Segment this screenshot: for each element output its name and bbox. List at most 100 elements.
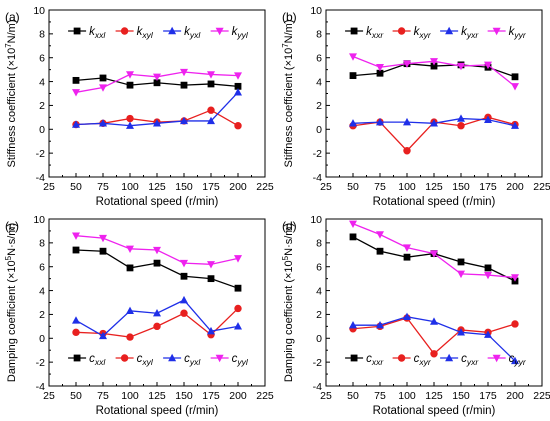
legend-label: kxyr (414, 26, 432, 40)
x-tick-label: 175 (479, 181, 497, 193)
data-point-kyyl (234, 72, 242, 80)
y-axis-label-exponent: 5 (281, 255, 290, 260)
data-point-kyxr (430, 119, 438, 127)
data-point-cxxl (126, 264, 134, 272)
data-point-kyyl (126, 71, 134, 79)
legend-swatch-marker (120, 354, 129, 362)
x-tick-label: 200 (506, 181, 524, 193)
data-point-kyyl (72, 89, 80, 97)
x-tick-label: 175 (202, 181, 220, 193)
data-point-kxxl (207, 80, 215, 88)
legend-label-base: k (366, 26, 373, 38)
series-cyxl (72, 295, 242, 340)
legend-item-cyxl: cyxl (163, 353, 201, 367)
series-cyxr (349, 312, 519, 365)
data-point-cxyl (153, 322, 161, 331)
data-point-cyyr (484, 271, 492, 280)
legend-label-base: c (89, 353, 95, 365)
legend-item-cyxr: cyxr (440, 353, 479, 367)
legend-label: kyxl (184, 26, 201, 40)
data-point-kyxl (153, 119, 161, 127)
y-tick-label: 6 (316, 53, 322, 65)
data-point-cyxr (484, 330, 492, 338)
legend-label-base: c (137, 353, 143, 365)
x-tick-label: 150 (452, 390, 470, 402)
data-point-cyyl (72, 232, 80, 240)
data-point-cxyr (511, 320, 519, 328)
y-tick-label: 6 (39, 53, 45, 65)
data-point-kyxl (72, 120, 80, 128)
x-tick-label: 75 (97, 181, 109, 193)
data-point-cyyl (126, 245, 134, 254)
x-tick-label: 50 (70, 181, 82, 193)
legend-item-kyyl: kyyl (210, 26, 249, 40)
legend-swatch-marker (350, 27, 358, 35)
data-point-kyxl (126, 121, 134, 129)
legend-label: kyxr (461, 26, 479, 40)
legend-label-sub: yxl (189, 30, 202, 40)
data-point-cyyl (153, 246, 161, 255)
data-point-cyxr (403, 312, 411, 321)
chart-panel-c: 25 50 75 100 125 150 175 200 225 -4 -2 0 2 4 6 8 10 (c) Ro… (4, 214, 274, 417)
data-point-kyxr (403, 117, 411, 126)
data-point-cyyr (511, 274, 519, 282)
series-cyyr (349, 220, 519, 282)
legend-item-cxxl: cxxl (68, 353, 106, 367)
legend-label: cxyr (414, 353, 432, 367)
y-tick-label: 0 (39, 124, 45, 136)
data-point-kyyr (430, 58, 438, 66)
x-tick-label: 75 (374, 390, 386, 402)
x-tick-label: 225 (533, 181, 550, 193)
y-tick-label: -2 (313, 357, 322, 369)
legend-label: kxxr (366, 26, 384, 40)
y-tick-label: 10 (33, 5, 45, 17)
data-point-cxxr (457, 258, 465, 266)
legend-label-base: c (509, 353, 515, 365)
legend-label: kxxl (89, 26, 106, 40)
legend-label: cyyl (232, 353, 249, 367)
legend-label-base: c (461, 353, 467, 365)
chart-panel-a: 25 50 75 100 125 150 175 200 225 -4 -2 0 2 4 6 8 10 (a) Ro… (4, 5, 274, 208)
legend-label-sub: xyl (141, 30, 154, 40)
data-point-kyyl (153, 73, 161, 81)
legend-swatch-marker (445, 353, 454, 362)
data-point-cyyl (180, 259, 188, 268)
series-kyyr (349, 53, 519, 91)
y-tick-label: -4 (313, 381, 322, 393)
data-point-kxxr (511, 73, 519, 81)
data-point-kyyr (403, 60, 411, 68)
y-tick-label: -4 (36, 381, 45, 393)
legend-label-sub: xxl (94, 357, 107, 367)
legend-label-sub: yyl (236, 357, 249, 367)
x-tick-label: 225 (256, 181, 274, 193)
x-axis-label: Rotational speed (r/min) (373, 405, 496, 417)
data-point-cxxl (99, 247, 107, 255)
x-tick-label: 150 (175, 390, 193, 402)
data-point-cyxl (180, 295, 188, 304)
legend-label-base: c (184, 353, 190, 365)
legend-label-sub: yyr (513, 30, 527, 40)
legend-item-cyyr: cyyr (487, 353, 527, 367)
x-tick-label: 100 (121, 390, 139, 402)
data-point-cyyr (403, 244, 411, 252)
legend-item-cxxr: cxxr (345, 353, 384, 367)
legend-swatch-marker (168, 26, 177, 35)
x-tick-label: 100 (121, 181, 139, 193)
data-point-kyyl (207, 71, 215, 79)
data-point-cxxl (72, 246, 80, 254)
legend-label-sub: xyr (418, 357, 432, 367)
y-axis-label-main: Damping coefficient (×10 (6, 260, 18, 382)
series-kxxl (72, 74, 242, 90)
y-tick-label: 8 (39, 238, 45, 250)
x-tick-label: 75 (374, 181, 386, 193)
data-point-kyxr (511, 121, 519, 129)
legend-label-sub: xxr (371, 30, 385, 40)
y-tick-label: -4 (36, 172, 45, 184)
legend-label-base: k (184, 26, 191, 38)
legend-label: kyyl (232, 26, 249, 40)
data-point-cyxr (376, 320, 384, 329)
legend-swatch-marker (73, 354, 81, 362)
legend-swatch-marker (397, 354, 406, 362)
x-tick-label: 125 (425, 390, 443, 402)
x-tick-label: 25 (43, 181, 55, 193)
